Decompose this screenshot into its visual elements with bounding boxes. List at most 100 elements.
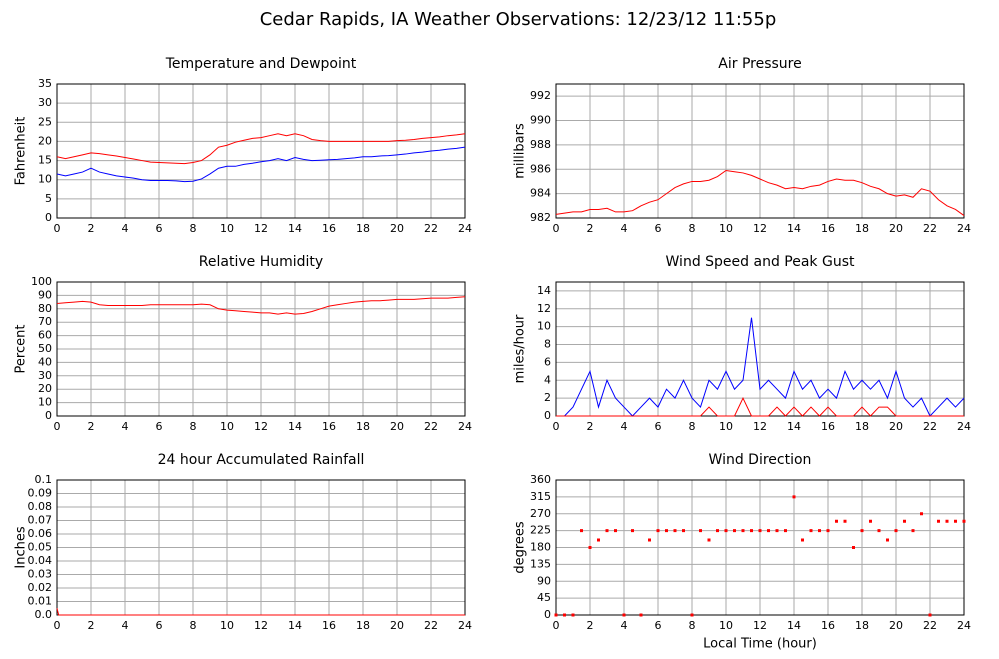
y-tick-label: 0.06 bbox=[28, 527, 53, 540]
data-point bbox=[809, 529, 813, 533]
data-point bbox=[869, 519, 872, 523]
subplot-title: 24 hour Accumulated Rainfall bbox=[158, 452, 365, 468]
x-tick-label: 24 bbox=[957, 420, 971, 433]
data-line bbox=[56, 146, 466, 183]
data-point bbox=[911, 529, 915, 533]
x-tick-label: 24 bbox=[957, 619, 971, 632]
data-line bbox=[556, 317, 965, 417]
data-point bbox=[733, 529, 736, 533]
data-point bbox=[665, 529, 668, 533]
y-tick-label: 90 bbox=[537, 574, 551, 587]
y-tick-label: 135 bbox=[530, 557, 551, 570]
x-tick-label: 18 bbox=[855, 619, 869, 632]
x-tick-label: 8 bbox=[190, 222, 197, 235]
data-point bbox=[571, 613, 575, 617]
x-tick-label: 8 bbox=[689, 619, 696, 632]
data-point bbox=[886, 538, 889, 542]
x-tick-label: 8 bbox=[689, 222, 696, 235]
y-tick-label: 25 bbox=[38, 115, 52, 128]
data-point bbox=[962, 519, 966, 523]
data-line bbox=[56, 608, 465, 616]
x-tick-label: 6 bbox=[655, 619, 662, 632]
data-point bbox=[605, 529, 609, 533]
x-tick-label: 24 bbox=[458, 619, 472, 632]
data-point bbox=[724, 529, 728, 533]
x-tick-label: 12 bbox=[254, 222, 268, 235]
x-tick-label: 8 bbox=[190, 420, 197, 433]
data-point bbox=[818, 529, 821, 533]
y-tick-label: 0.05 bbox=[28, 541, 53, 554]
y-tick-label: 982 bbox=[530, 211, 551, 224]
plot-frame bbox=[56, 281, 466, 417]
x-tick-label: 8 bbox=[689, 420, 696, 433]
y-tick-label: 0 bbox=[544, 409, 551, 422]
x-tick-label: 22 bbox=[424, 619, 438, 632]
subplot-title: Wind Direction bbox=[709, 452, 812, 468]
y-tick-label: 20 bbox=[38, 382, 52, 395]
x-tick-label: 24 bbox=[458, 420, 472, 433]
x-tick-label: 10 bbox=[719, 222, 733, 235]
x-tick-label: 20 bbox=[390, 619, 404, 632]
y-tick-label: 6 bbox=[544, 355, 551, 368]
x-tick-label: 16 bbox=[821, 420, 835, 433]
y-tick-label: 20 bbox=[38, 134, 52, 147]
x-tick-label: 12 bbox=[753, 420, 767, 433]
y-tick-label: 988 bbox=[530, 138, 551, 151]
x-tick-label: 2 bbox=[88, 222, 95, 235]
y-tick-label: 225 bbox=[530, 524, 551, 537]
x-tick-label: 14 bbox=[787, 420, 801, 433]
y-tick-label: 80 bbox=[38, 302, 52, 315]
x-tick-label: 10 bbox=[220, 619, 234, 632]
y-tick-label: 2 bbox=[544, 391, 551, 404]
y-tick-label: 12 bbox=[537, 302, 551, 315]
y-tick-label: 0.07 bbox=[28, 514, 53, 527]
x-tick-label: 4 bbox=[621, 420, 628, 433]
x-tick-label: 2 bbox=[587, 420, 594, 433]
y-tick-label: 0 bbox=[45, 211, 52, 224]
data-point bbox=[758, 529, 762, 533]
y-tick-label: 90 bbox=[38, 288, 52, 301]
x-tick-label: 12 bbox=[753, 619, 767, 632]
x-tick-label: 8 bbox=[190, 619, 197, 632]
y-tick-label: 45 bbox=[537, 591, 551, 604]
x-tick-label: 0 bbox=[54, 619, 61, 632]
x-tick-label: 14 bbox=[288, 222, 302, 235]
x-tick-label: 22 bbox=[923, 619, 937, 632]
y-tick-label: 0.08 bbox=[28, 500, 53, 513]
y-axis-label: Fahrenheit bbox=[14, 117, 29, 186]
y-tick-label: 100 bbox=[31, 275, 52, 288]
data-point bbox=[784, 529, 787, 533]
x-tick-label: 20 bbox=[390, 420, 404, 433]
x-tick-label: 6 bbox=[156, 619, 163, 632]
x-tick-label: 10 bbox=[220, 420, 234, 433]
y-tick-label: 14 bbox=[537, 284, 551, 297]
x-tick-label: 12 bbox=[753, 222, 767, 235]
data-point bbox=[690, 613, 694, 617]
x-tick-label: 20 bbox=[889, 222, 903, 235]
data-point bbox=[843, 519, 847, 523]
data-point bbox=[937, 519, 940, 523]
y-tick-label: 60 bbox=[38, 329, 52, 342]
y-tick-label: 8 bbox=[544, 338, 551, 351]
x-tick-label: 16 bbox=[322, 619, 336, 632]
y-tick-label: 0.04 bbox=[28, 554, 53, 567]
subplot-title: Temperature and Dewpoint bbox=[165, 56, 357, 72]
data-point bbox=[699, 529, 702, 533]
y-axis-label: miles/hour bbox=[513, 314, 528, 383]
data-point bbox=[580, 529, 583, 533]
y-tick-label: 0.03 bbox=[28, 568, 53, 581]
x-tick-label: 6 bbox=[156, 222, 163, 235]
y-tick-label: 0.01 bbox=[28, 595, 53, 608]
data-point bbox=[656, 529, 660, 533]
x-tick-label: 14 bbox=[787, 222, 801, 235]
x-tick-label: 4 bbox=[621, 619, 628, 632]
data-point bbox=[707, 538, 711, 542]
x-tick-label: 6 bbox=[156, 420, 163, 433]
data-point bbox=[588, 546, 592, 549]
y-tick-label: 315 bbox=[530, 490, 551, 503]
x-tick-label: 24 bbox=[957, 222, 971, 235]
x-tick-label: 2 bbox=[88, 420, 95, 433]
subplot-title: Relative Humidity bbox=[199, 254, 323, 270]
y-tick-label: 0.02 bbox=[28, 581, 53, 594]
